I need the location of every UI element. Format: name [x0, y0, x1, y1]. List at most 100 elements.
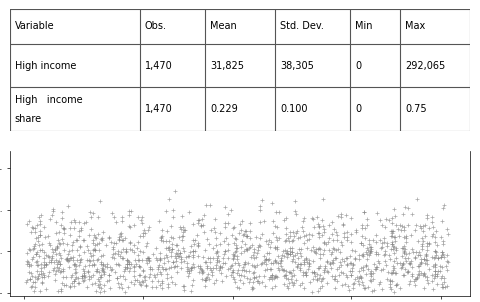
Point [97, 275, 105, 280]
Point [412, 277, 420, 282]
Point [94, 277, 102, 281]
Point [183, 269, 191, 274]
Point [256, 235, 264, 240]
Point [256, 244, 264, 249]
Point [390, 206, 398, 211]
Point [36, 229, 44, 234]
Point [297, 283, 304, 288]
Point [99, 262, 107, 266]
Point [423, 277, 431, 282]
Point [55, 266, 63, 271]
Point [175, 234, 182, 239]
Point [282, 215, 289, 220]
Point [74, 276, 82, 281]
Point [64, 203, 72, 208]
Point [352, 229, 360, 234]
Point [145, 255, 153, 260]
Point [254, 278, 262, 283]
Point [198, 269, 206, 274]
Point [59, 209, 66, 214]
Point [376, 279, 384, 284]
Point [94, 232, 102, 237]
Point [404, 255, 411, 260]
Point [135, 263, 143, 268]
Point [389, 247, 396, 252]
Point [348, 269, 356, 274]
Point [417, 226, 425, 230]
Point [213, 249, 221, 254]
Point [392, 255, 400, 260]
Point [122, 247, 130, 252]
Point [268, 201, 276, 206]
Point [405, 260, 413, 265]
Point [362, 263, 370, 268]
Point [136, 248, 144, 253]
Point [341, 282, 348, 287]
Point [327, 265, 335, 270]
Point [80, 278, 88, 282]
Point [228, 272, 235, 277]
Point [73, 247, 81, 252]
Point [324, 270, 332, 275]
Point [76, 259, 84, 264]
Point [399, 261, 407, 266]
Point [390, 265, 397, 270]
Point [393, 281, 401, 286]
Point [359, 234, 366, 239]
Point [221, 221, 229, 226]
Point [371, 288, 378, 292]
Point [30, 244, 38, 249]
Point [189, 265, 196, 269]
Point [390, 234, 397, 239]
Point [232, 237, 240, 242]
Point [387, 234, 395, 239]
Point [120, 247, 127, 252]
Point [232, 249, 240, 253]
Point [367, 278, 375, 283]
Point [131, 265, 138, 269]
Point [279, 249, 287, 253]
Point [56, 262, 64, 267]
Point [408, 247, 416, 252]
Point [116, 254, 123, 259]
Point [28, 224, 36, 229]
Point [127, 262, 135, 267]
Point [221, 249, 228, 253]
Point [321, 264, 328, 268]
Point [225, 256, 232, 261]
Point [186, 249, 194, 254]
Point [84, 248, 92, 253]
Point [173, 251, 180, 256]
Point [31, 230, 39, 234]
Point [241, 242, 249, 247]
Point [387, 247, 395, 252]
Point [199, 255, 207, 259]
Point [24, 251, 31, 256]
Point [227, 264, 234, 268]
Point [144, 256, 152, 261]
Point [396, 265, 404, 270]
Point [213, 249, 220, 254]
Point [176, 250, 183, 255]
Text: 1,470: 1,470 [145, 104, 173, 114]
Point [429, 254, 436, 259]
Point [429, 279, 436, 284]
Point [206, 255, 214, 260]
Point [429, 231, 436, 236]
Point [364, 285, 372, 290]
Point [204, 237, 211, 242]
Point [437, 276, 444, 281]
Point [266, 274, 274, 279]
Point [57, 286, 64, 291]
Point [377, 268, 385, 272]
Point [318, 218, 326, 223]
Point [27, 285, 35, 290]
Point [123, 258, 131, 263]
Point [388, 241, 396, 246]
Point [303, 238, 311, 243]
Point [252, 235, 260, 239]
Point [324, 259, 331, 264]
Point [34, 235, 42, 239]
Point [309, 244, 317, 249]
Point [282, 250, 290, 255]
